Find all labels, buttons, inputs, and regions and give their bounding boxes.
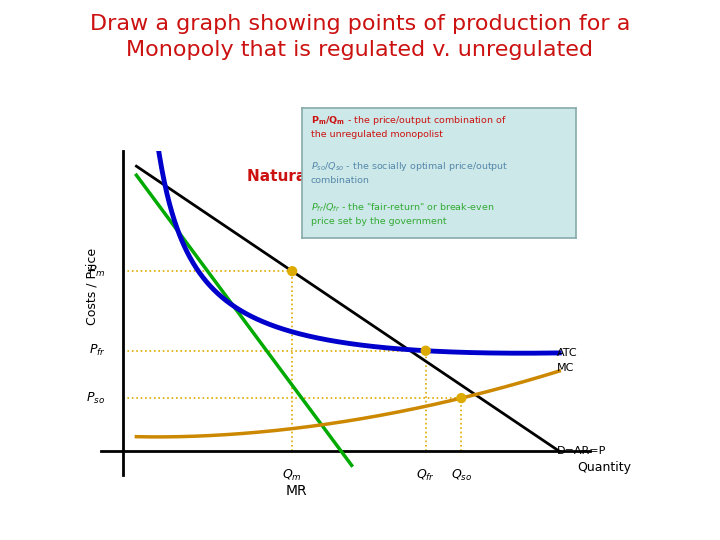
Text: $P_{fr}$: $P_{fr}$ — [89, 343, 105, 358]
Text: $P_{so}/Q_{so}$ - the socially optimal price/output
combination: $P_{so}/Q_{so}$ - the socially optimal p… — [310, 160, 508, 185]
Text: Quantity: Quantity — [577, 461, 631, 474]
Text: MR: MR — [286, 484, 307, 498]
Text: Monopoly that is regulated v. unregulated: Monopoly that is regulated v. unregulate… — [127, 40, 593, 60]
Text: $P_m$: $P_m$ — [88, 264, 105, 279]
Text: Draw a graph showing points of production for a: Draw a graph showing points of productio… — [90, 14, 630, 33]
Text: $P_{fr}/Q_{fr}$ - the "fair-return" or break-even
price set by the government: $P_{fr}/Q_{fr}$ - the "fair-return" or b… — [310, 201, 494, 226]
Point — [420, 347, 431, 355]
Text: ATC: ATC — [557, 348, 577, 358]
Point — [456, 394, 467, 402]
Text: $P_{so}$: $P_{so}$ — [86, 390, 105, 406]
Text: D=AR=P: D=AR=P — [557, 446, 606, 456]
Text: $\mathbf{P_m/Q_m}$ - the price/output combination of
the unregulated monopolist: $\mathbf{P_m/Q_m}$ - the price/output co… — [310, 114, 506, 139]
Text: Costs / Price: Costs / Price — [86, 248, 99, 325]
Text: $Q_{fr}$: $Q_{fr}$ — [416, 468, 435, 483]
Text: Natural Monopoly: Natural Monopoly — [247, 169, 400, 184]
Text: $Q_{so}$: $Q_{so}$ — [451, 468, 472, 483]
Point — [287, 267, 298, 275]
Text: $Q_m$: $Q_m$ — [282, 468, 302, 483]
Text: MC: MC — [557, 363, 575, 373]
